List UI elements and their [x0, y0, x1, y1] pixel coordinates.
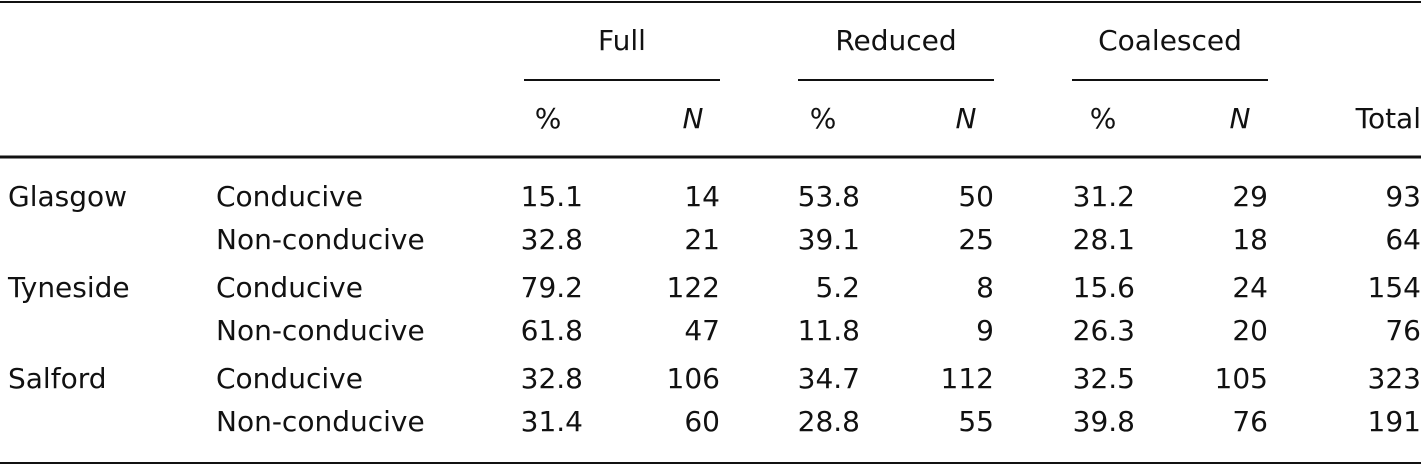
context-label: Conducive	[216, 271, 363, 304]
column-subheader: %	[1090, 102, 1117, 135]
cell-value: 53.8	[798, 180, 860, 213]
column-group-header: Full	[598, 24, 646, 57]
cell-value: 32.5	[1073, 362, 1135, 395]
cell-value: 323	[1368, 362, 1421, 395]
city-label: Glasgow	[8, 180, 127, 213]
context-label: Non-conducive	[216, 405, 425, 438]
cell-value: 79.2	[521, 271, 583, 304]
context-label: Conducive	[216, 180, 363, 213]
cell-value: 25	[958, 223, 994, 256]
cell-value: 32.8	[521, 362, 583, 395]
cell-value: 11.8	[798, 314, 860, 347]
cell-value: 28.1	[1073, 223, 1135, 256]
cell-value: 34.7	[798, 362, 860, 395]
cell-value: 15.6	[1073, 271, 1135, 304]
city-label: Tyneside	[7, 271, 130, 304]
column-subheader: %	[535, 102, 562, 135]
cell-value: 76	[1232, 405, 1268, 438]
cell-value: 191	[1368, 405, 1421, 438]
cell-value: 93	[1385, 180, 1421, 213]
cell-value: 9	[976, 314, 994, 347]
cell-value: 26.3	[1073, 314, 1135, 347]
cell-value: 8	[976, 271, 994, 304]
column-subheader: N	[683, 102, 704, 135]
column-subheader: N	[1230, 102, 1251, 135]
cell-value: 32.8	[521, 223, 583, 256]
cell-value: 154	[1368, 271, 1421, 304]
city-label: Salford	[8, 362, 107, 395]
cell-value: 28.8	[798, 405, 860, 438]
cell-value: 29	[1232, 180, 1268, 213]
context-label: Conducive	[216, 362, 363, 395]
cell-value: 24	[1232, 271, 1268, 304]
cell-value: 47	[684, 314, 720, 347]
cell-value: 122	[667, 271, 720, 304]
cell-value: 61.8	[521, 314, 583, 347]
cell-value: 106	[667, 362, 720, 395]
column-subheader: %	[810, 102, 837, 135]
cell-value: 18	[1232, 223, 1268, 256]
context-label: Non-conducive	[216, 223, 425, 256]
cell-value: 20	[1232, 314, 1268, 347]
column-subheader: Total	[1355, 102, 1421, 135]
cell-value: 64	[1385, 223, 1421, 256]
cell-value: 15.1	[521, 180, 583, 213]
column-group-header: Reduced	[835, 24, 956, 57]
cell-value: 21	[684, 223, 720, 256]
cell-value: 112	[941, 362, 994, 395]
cell-value: 31.4	[521, 405, 583, 438]
cell-value: 105	[1215, 362, 1268, 395]
cell-value: 39.8	[1073, 405, 1135, 438]
cell-value: 50	[958, 180, 994, 213]
cell-value: 14	[684, 180, 720, 213]
column-subheader: N	[956, 102, 977, 135]
cell-value: 60	[684, 405, 720, 438]
cell-value: 39.1	[798, 223, 860, 256]
cell-value: 31.2	[1073, 180, 1135, 213]
column-group-header: Coalesced	[1098, 24, 1242, 57]
cell-value: 76	[1385, 314, 1421, 347]
context-label: Non-conducive	[216, 314, 425, 347]
cell-value: 5.2	[815, 271, 860, 304]
cell-value: 55	[958, 405, 994, 438]
